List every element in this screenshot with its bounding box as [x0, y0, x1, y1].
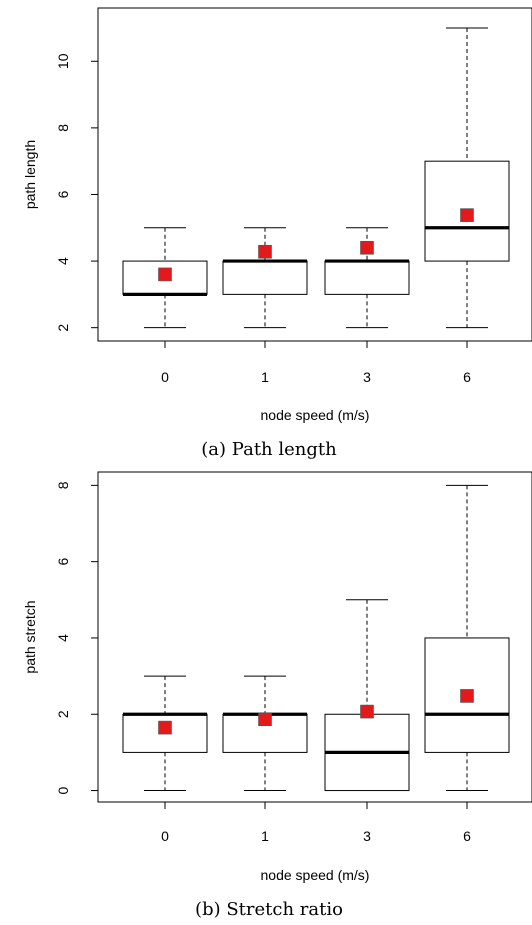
y-tick-label: 4: [55, 257, 71, 265]
mean-marker: [158, 720, 172, 735]
x-tick-label: 1: [261, 828, 269, 844]
box-1: [222, 227, 308, 329]
x-tick-label: 0: [161, 369, 169, 385]
iqr-box: [122, 260, 208, 295]
box-3: [324, 599, 410, 792]
mean-marker: [158, 267, 172, 282]
mean-marker: [360, 240, 374, 255]
y-axis-label: path length: [22, 140, 38, 209]
y-tick-label: 6: [55, 190, 71, 198]
mean-marker: [258, 712, 272, 727]
iqr-box: [324, 260, 410, 295]
mean-marker: [258, 244, 272, 259]
plot-frame: [97, 7, 532, 342]
plot-frame: [97, 471, 532, 803]
mean-marker: [460, 208, 474, 222]
box-6: [424, 27, 510, 329]
y-tick-label: 2: [55, 324, 71, 332]
mean-marker: [360, 704, 374, 719]
y-tick-label: 4: [55, 634, 71, 642]
x-tick-label: 0: [161, 828, 169, 844]
y-tick-label: 6: [55, 558, 71, 566]
box-6: [424, 484, 510, 792]
y-tick-label: 10: [55, 53, 71, 69]
box-1: [222, 675, 308, 792]
mean-marker: [460, 689, 474, 703]
box-0: [122, 227, 208, 329]
x-axis-label: node speed (m/s): [261, 867, 370, 883]
y-tick-label: 8: [55, 481, 71, 489]
x-tick-label: 1: [261, 369, 269, 385]
y-tick-label: 2: [55, 710, 71, 718]
y-tick-label: 0: [55, 786, 71, 794]
iqr-box: [222, 713, 308, 753]
figure-caption: (a) Path length: [201, 439, 337, 460]
y-tick-label: 8: [55, 124, 71, 132]
iqr-box: [222, 260, 308, 295]
x-tick-label: 3: [363, 828, 371, 844]
x-tick-label: 6: [463, 369, 471, 385]
box-0: [122, 675, 208, 792]
x-tick-label: 3: [363, 369, 371, 385]
figure-caption: (b) Stretch ratio: [195, 899, 343, 920]
panel-path-length: 2 4 6 8 10 0 1 3 6 path length node speed (m/s) (a)…: [22, 7, 532, 460]
y-axis-label: path stretch: [22, 600, 38, 673]
x-axis-label: node speed (m/s): [261, 407, 370, 423]
x-tick-label: 6: [463, 828, 471, 844]
panel-stretch-ratio: 0 2 4 6 8 0 1 3 6 path stretch node speed (m/s) (b)…: [22, 471, 532, 920]
box-3: [324, 227, 410, 329]
